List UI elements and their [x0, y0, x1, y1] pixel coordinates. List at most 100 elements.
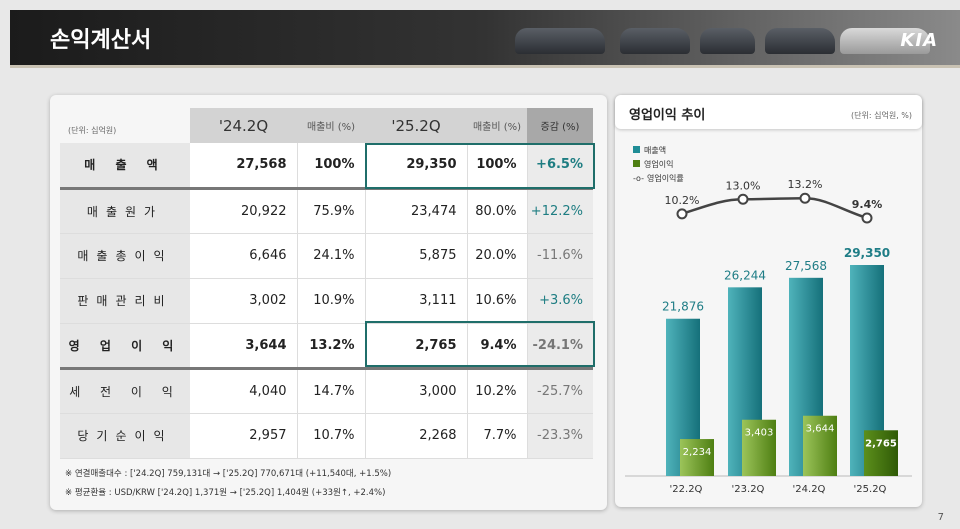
page-number: 7 — [937, 512, 944, 523]
chart-unit: (단위: 십억원, %) — [851, 111, 912, 120]
cell-chg: +6.5% — [527, 143, 593, 190]
margin-label: 13.2% — [788, 178, 823, 191]
chart-title: 영업이익 추이 — [629, 108, 706, 123]
margin-line — [681, 196, 868, 220]
cell-label: 세 전 이 익 — [60, 368, 190, 414]
col-header: 증감 (%) — [527, 108, 593, 143]
table-row: 매출원가 20,922 75.9% 23,474 80.0% +12.2% — [60, 188, 593, 234]
car-image — [515, 28, 605, 54]
cell-v2: 2,765 — [365, 323, 468, 370]
cell-v1: 6,646 — [190, 233, 298, 279]
op-profit-bar — [864, 430, 898, 476]
cell-v2: 2,268 — [365, 413, 468, 459]
table-row: 판매관리비 3,002 10.9% 3,111 10.6% +3.6% — [60, 278, 593, 324]
legend-revenue: 매출액 — [633, 145, 666, 156]
header-banner: 손익계산서 KIA — [10, 10, 960, 68]
revenue-label: 21,876 — [662, 300, 704, 314]
cell-label: 당기순이익 — [60, 413, 190, 459]
car-image — [700, 28, 755, 54]
unit-label: (단위: 십억원) — [68, 126, 117, 135]
legend-margin: -o- 영업이익률 — [633, 174, 684, 183]
revenue-label: 26,244 — [724, 268, 766, 282]
cell-r2: 9.4% — [467, 323, 528, 370]
op-profit-label: 3,403 — [745, 428, 774, 439]
kia-logo: KIA — [900, 30, 938, 51]
cell-r2: 20.0% — [467, 233, 528, 279]
cell-label: 판매관리비 — [60, 278, 190, 324]
cell-v1: 20,922 — [190, 188, 298, 234]
cell-v2: 3,111 — [365, 278, 468, 324]
table-row: 당기순이익 2,957 10.7% 2,268 7.7% -23.3% — [60, 413, 593, 459]
chart-svg: 21,876 2,234 '22.2Q 26,244 3,403 '23.2Q 27,568… — [625, 178, 912, 495]
cell-chg: +3.6% — [527, 278, 593, 324]
car-image — [620, 28, 690, 54]
page-title: 손익계산서 — [50, 28, 152, 53]
margin-label: 13.0% — [726, 179, 761, 192]
cell-r1: 10.9% — [297, 278, 366, 324]
cell-v2: 23,474 — [365, 188, 468, 234]
cell-chg: -11.6% — [527, 233, 593, 279]
cell-r2: 10.2% — [467, 368, 528, 414]
cell-r1: 14.7% — [297, 368, 366, 414]
op-profit-bar — [742, 419, 776, 476]
margin-point — [676, 208, 688, 220]
cell-chg: -23.3% — [527, 413, 593, 459]
table-row: 영 업 이 익 3,644 13.2% 2,765 9.4% -24.1% — [60, 323, 593, 370]
table-row: 매출총이익 6,646 24.1% 5,875 20.0% -11.6% — [60, 233, 593, 279]
col-header: '24.2Q — [190, 108, 297, 143]
margin-point — [861, 212, 873, 224]
table-row: 매 출 액 27,568 100% 29,350 100% +6.5% — [60, 143, 593, 190]
cell-v1: 3,644 — [190, 323, 298, 370]
margin-label: 10.2% — [665, 194, 700, 207]
car-image — [840, 28, 930, 54]
chart-panel: 영업이익 추이 (단위: 십억원, %) 매출액 영업이익 -o- 영업이익률 2… — [615, 95, 922, 507]
income-statement-panel: (단위: 십억원) '24.2Q 매출비 (%) '25.2Q 매출비 (%) … — [50, 95, 607, 510]
income-statement-table: '24.2Q 매출비 (%) '25.2Q 매출비 (%) 증감 (%) 매 출… — [60, 108, 593, 459]
cell-label: 매출총이익 — [60, 233, 190, 279]
col-header: 매출비 (%) — [467, 108, 527, 143]
revenue-label: 29,350 — [844, 246, 890, 260]
cell-chg: +12.2% — [527, 188, 593, 234]
x-tick-label: '24.2Q — [793, 484, 826, 495]
margin-label: 9.4% — [852, 198, 883, 211]
note-sales-units: ※ 연결매출대수 : ['24.2Q] 759,131대 → ['25.2Q] … — [65, 469, 392, 479]
cell-r1: 100% — [297, 143, 366, 190]
cell-r2: 7.7% — [467, 413, 528, 459]
cell-r1: 24.1% — [297, 233, 366, 279]
highlight-box — [365, 143, 595, 189]
cell-r2: 100% — [467, 143, 528, 190]
cell-v1: 27,568 — [190, 143, 298, 190]
cell-label: 매출원가 — [60, 188, 190, 234]
cell-r2: 10.6% — [467, 278, 528, 324]
revenue-label: 27,568 — [785, 259, 827, 273]
margin-point — [799, 192, 811, 204]
col-header: 매출비 (%) — [297, 108, 365, 143]
cell-v1: 2,957 — [190, 413, 298, 459]
legend-swatch — [633, 160, 640, 167]
x-tick-label: '22.2Q — [670, 484, 703, 495]
cell-label: 매 출 액 — [60, 143, 190, 190]
op-profit-bar — [680, 439, 714, 476]
op-profit-label: 3,644 — [806, 424, 835, 435]
margin-point — [737, 193, 749, 205]
cell-chg: -25.7% — [527, 368, 593, 414]
legend-op-profit: 영업이익 — [633, 159, 673, 170]
op-profit-label: 2,234 — [683, 447, 712, 458]
x-tick-label: '25.2Q — [854, 484, 887, 495]
legend-swatch — [633, 146, 640, 153]
cell-v2: 5,875 — [365, 233, 468, 279]
col-header: '25.2Q — [365, 108, 467, 143]
cell-r2: 80.0% — [467, 188, 528, 234]
cell-v2: 29,350 — [365, 143, 468, 190]
table-row: 세 전 이 익 4,040 14.7% 3,000 10.2% -25.7% — [60, 368, 593, 414]
cell-v1: 4,040 — [190, 368, 298, 414]
cell-r1: 10.7% — [297, 413, 366, 459]
x-tick-label: '23.2Q — [732, 484, 765, 495]
chart-header: 영업이익 추이 (단위: 십억원, %) — [615, 95, 922, 129]
cell-v1: 3,002 — [190, 278, 298, 324]
op-profit-label: 2,765 — [865, 438, 897, 449]
highlight-box — [365, 321, 595, 367]
op-profit-bar — [803, 415, 837, 476]
note-exchange-rate: ※ 평균환율 : USD/KRW ['24.2Q] 1,371원 → ['25.… — [65, 488, 386, 498]
cell-r1: 75.9% — [297, 188, 366, 234]
